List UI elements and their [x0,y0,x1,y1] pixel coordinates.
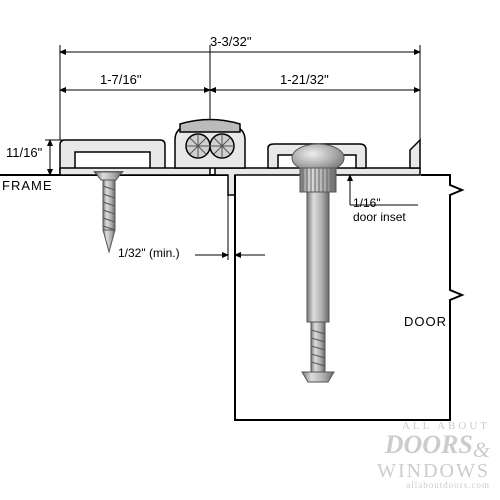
watermark-amp: & [473,437,490,462]
brand-watermark: ALL ABOUT DOORS& WINDOWS allaboutdoors.c… [377,421,490,490]
dim-left-width: 1-7/16" [100,72,141,87]
hinge-knuckle [175,120,245,169]
frame-label: FRAME [2,178,53,193]
watermark-url: allaboutdoors.com [377,481,490,490]
frame-screw [95,172,122,252]
watermark-main: DOORS [385,430,473,459]
dim-overall-width: 3-3/32" [210,34,251,49]
dim-door-inset: 1/16" door inset [353,196,406,225]
min-gap-callout [195,195,265,260]
dim-min-gap: 1/32" (min.) [118,246,180,260]
dim-height: 11/16" [6,145,42,160]
dim-right-width: 1-21/32" [280,72,329,87]
door-section-outline [235,175,462,420]
door-fastener [292,144,344,382]
door-label: DOOR [404,314,447,329]
watermark-bottom: WINDOWS [377,461,490,481]
